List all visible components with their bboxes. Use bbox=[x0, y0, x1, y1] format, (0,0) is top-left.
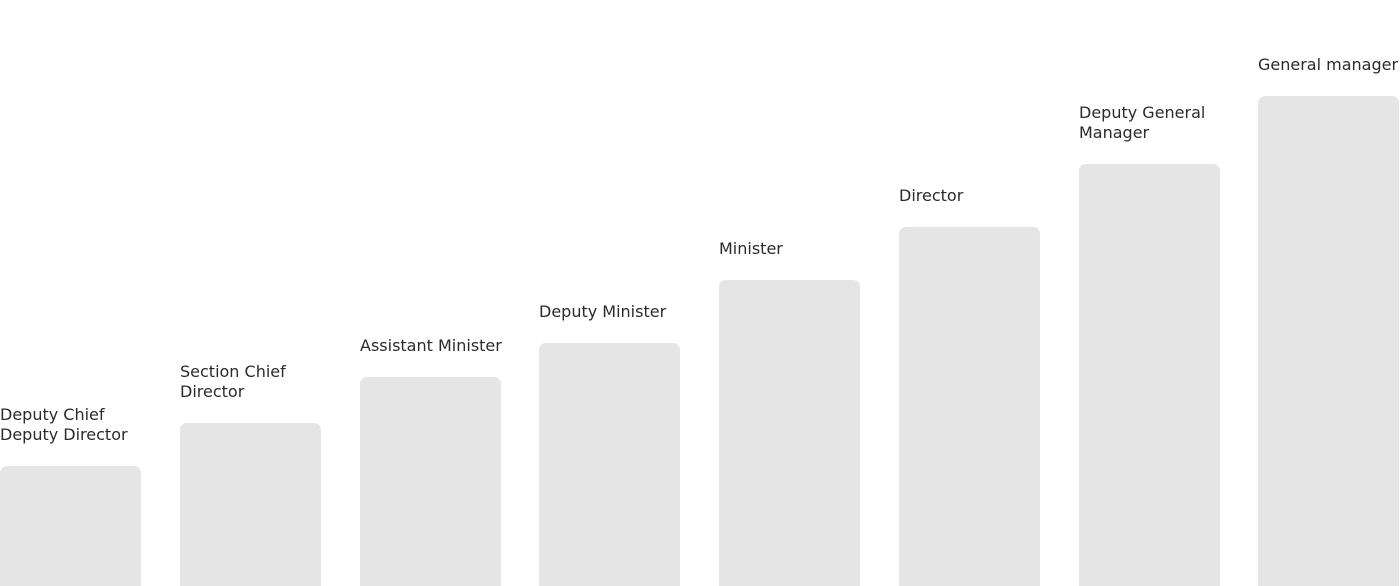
level-step: Director bbox=[899, 186, 1040, 586]
level-label: Deputy General Manager bbox=[1079, 103, 1206, 142]
level-label: General manager bbox=[1258, 55, 1399, 74]
level-label: Deputy Chief Deputy Director bbox=[0, 405, 128, 444]
level-bar bbox=[360, 377, 501, 586]
level-label: Section Chief Director bbox=[180, 362, 286, 401]
level-step: Minister bbox=[719, 239, 860, 586]
level-bar bbox=[899, 227, 1040, 586]
level-step: Assistant Minister bbox=[360, 336, 502, 586]
level-bar bbox=[539, 343, 680, 586]
level-step: Deputy Minister bbox=[539, 302, 680, 586]
level-step: General manager bbox=[1258, 55, 1399, 586]
level-step: Deputy General Manager bbox=[1079, 103, 1220, 586]
level-label: Deputy Minister bbox=[539, 302, 667, 321]
level-step: Deputy Chief Deputy Director bbox=[0, 405, 141, 586]
level-bar bbox=[0, 466, 141, 586]
level-label: Assistant Minister bbox=[360, 336, 502, 355]
level-bar bbox=[719, 280, 860, 586]
level-bar bbox=[180, 423, 321, 586]
level-step: Section Chief Director bbox=[180, 362, 321, 586]
level-bar bbox=[1079, 164, 1220, 586]
level-label: Director bbox=[899, 186, 964, 205]
level-label: Minister bbox=[719, 239, 783, 258]
level-bar bbox=[1258, 96, 1399, 586]
